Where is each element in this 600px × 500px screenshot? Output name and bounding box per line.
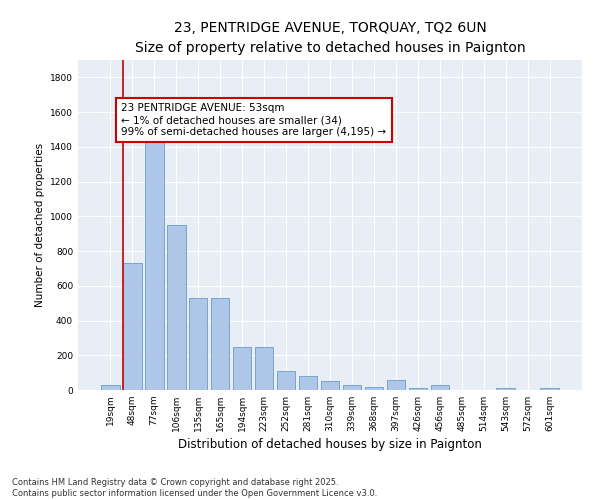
Bar [299,376,317,390]
Bar [431,385,449,390]
Bar [409,388,427,390]
Bar [386,380,405,390]
Text: Contains HM Land Registry data © Crown copyright and database right 2025.
Contai: Contains HM Land Registry data © Crown c… [12,478,377,498]
Bar [211,298,229,390]
Bar [123,263,142,390]
Bar [189,298,208,390]
Bar [255,346,274,390]
Bar [320,382,340,390]
Bar [343,385,361,390]
Bar [145,140,164,390]
Text: 23 PENTRIDGE AVENUE: 53sqm
← 1% of detached houses are smaller (34)
99% of semi-: 23 PENTRIDGE AVENUE: 53sqm ← 1% of detac… [121,104,386,136]
Bar [277,371,295,390]
Bar [365,388,383,390]
Y-axis label: Number of detached properties: Number of detached properties [35,143,44,307]
Bar [496,388,515,390]
Title: 23, PENTRIDGE AVENUE, TORQUAY, TQ2 6UN
Size of property relative to detached hou: 23, PENTRIDGE AVENUE, TORQUAY, TQ2 6UN S… [134,21,526,54]
X-axis label: Distribution of detached houses by size in Paignton: Distribution of detached houses by size … [178,438,482,451]
Bar [167,225,185,390]
Bar [541,388,559,390]
Bar [233,346,251,390]
Bar [101,385,119,390]
